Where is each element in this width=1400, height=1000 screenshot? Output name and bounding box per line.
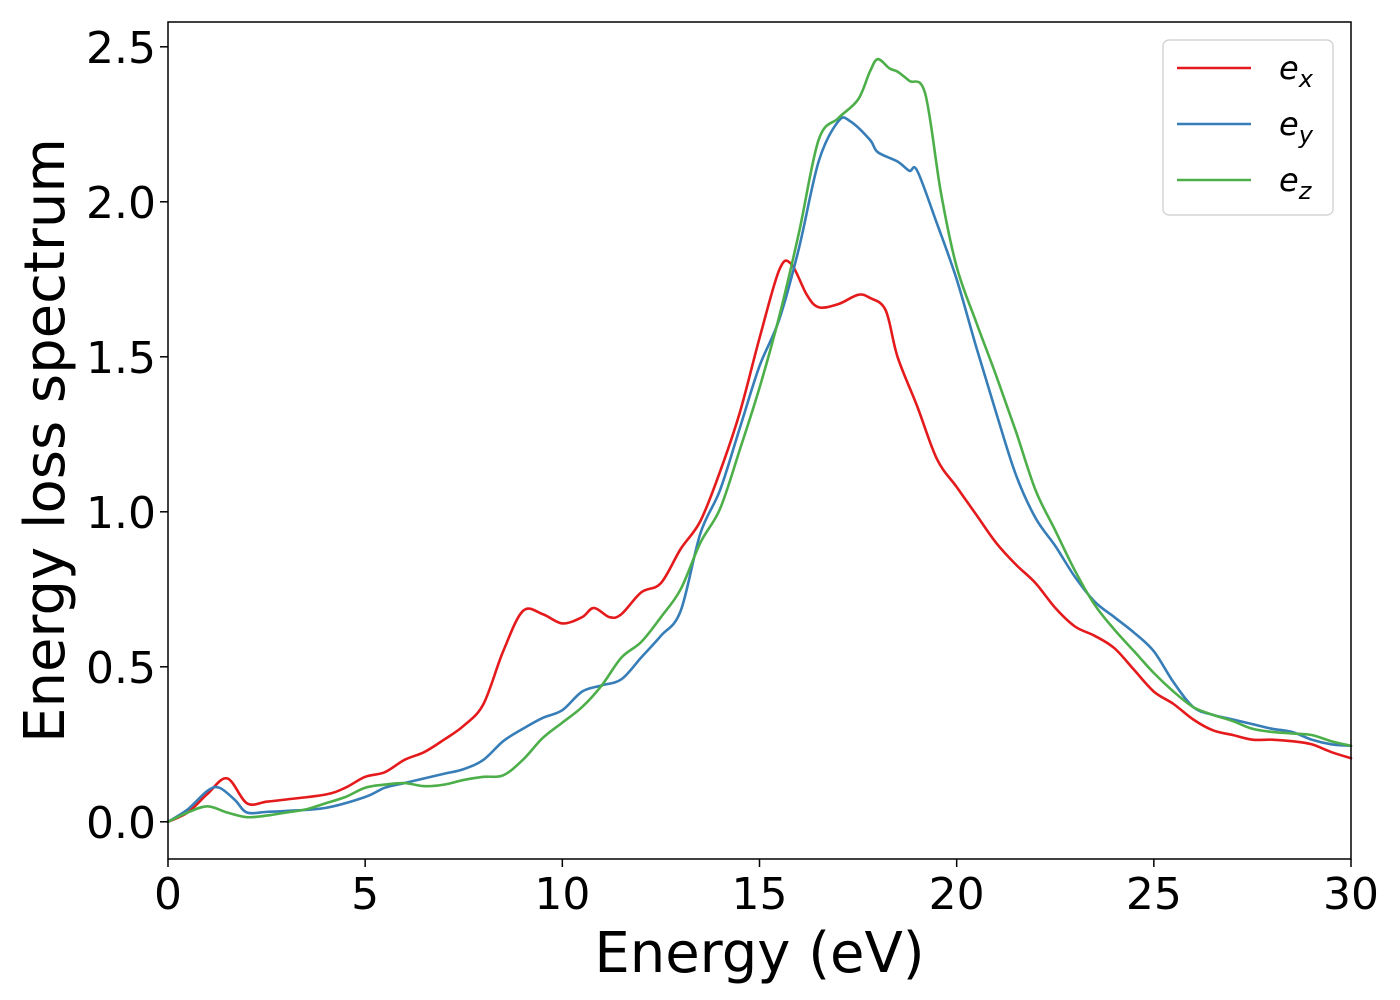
x-axis-ticks: 0 5 10 15 20 25 30 — [154, 859, 1379, 920]
series-line-e-x — [166, 259, 1353, 824]
x-tick-label: 5 — [351, 869, 379, 920]
y-axis-ticks: 0.0 0.5 1.0 1.5 2.0 2.5 — [86, 23, 168, 849]
legend-label-e-z: ez — [1279, 161, 1313, 205]
x-tick-label: 0 — [154, 869, 182, 920]
y-tick-label: 1.0 — [86, 488, 156, 539]
x-tick-label: 15 — [732, 869, 788, 920]
x-tick-label: 25 — [1126, 869, 1182, 920]
legend-box — [1162, 39, 1334, 216]
series-line-e-z — [166, 57, 1353, 824]
y-axis-title: Energy loss spectrum — [13, 138, 78, 743]
series-layer — [166, 57, 1353, 824]
x-tick-label: 20 — [929, 869, 985, 920]
series-line-e-y — [166, 116, 1353, 824]
legend: ex ey ez — [1162, 39, 1334, 216]
x-tick-label: 10 — [534, 869, 590, 920]
legend-label-e-x: ex — [1279, 49, 1314, 93]
y-tick-label: 0.5 — [86, 643, 156, 694]
x-axis-title: Energy (eV) — [594, 921, 924, 986]
y-tick-label: 0.0 — [86, 798, 156, 849]
y-tick-label: 2.5 — [86, 23, 156, 74]
y-tick-label: 1.5 — [86, 333, 156, 384]
x-tick-label: 30 — [1323, 869, 1379, 920]
y-tick-label: 2.0 — [86, 178, 156, 229]
legend-label-e-y: ey — [1279, 105, 1314, 149]
